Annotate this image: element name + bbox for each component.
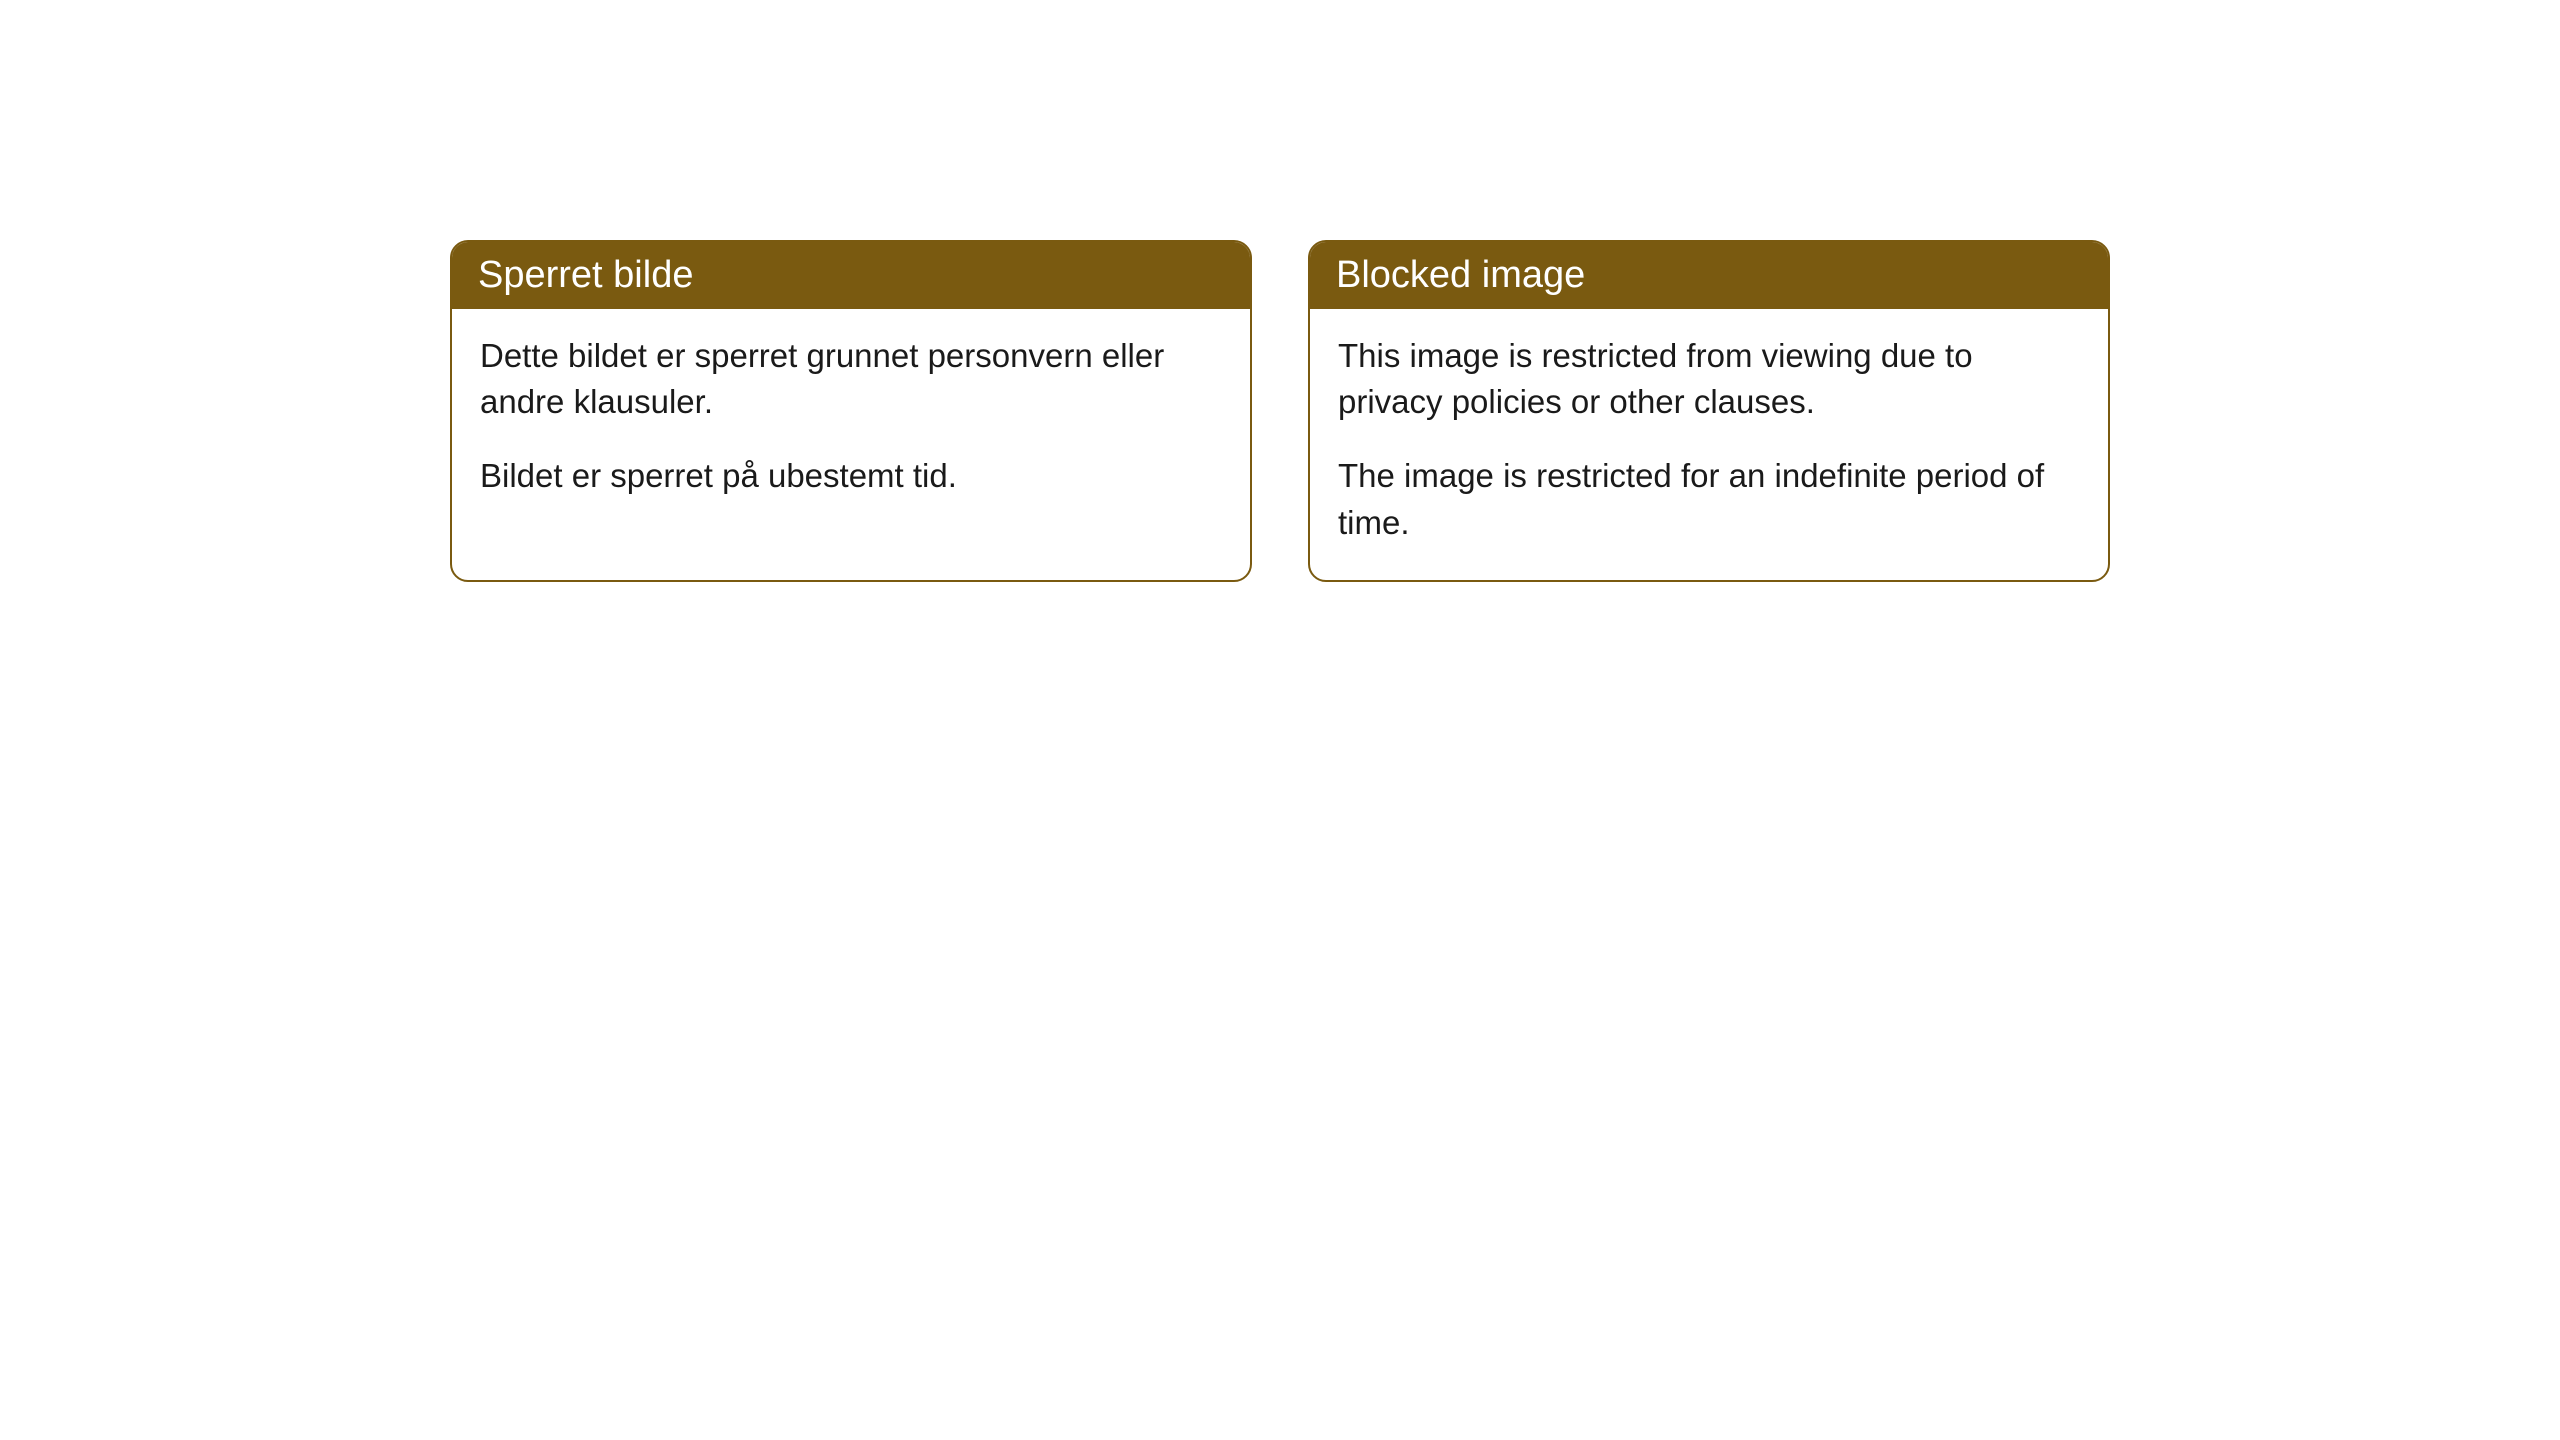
card-text: The image is restricted for an indefinit…	[1338, 453, 2080, 545]
card-header-norwegian: Sperret bilde	[452, 242, 1250, 309]
card-body-english: This image is restricted from viewing du…	[1310, 309, 2108, 580]
card-header-english: Blocked image	[1310, 242, 2108, 309]
card-text: This image is restricted from viewing du…	[1338, 333, 2080, 425]
card-body-norwegian: Dette bildet er sperret grunnet personve…	[452, 309, 1250, 534]
card-text: Dette bildet er sperret grunnet personve…	[480, 333, 1222, 425]
card-norwegian: Sperret bilde Dette bildet er sperret gr…	[450, 240, 1252, 582]
card-english: Blocked image This image is restricted f…	[1308, 240, 2110, 582]
cards-container: Sperret bilde Dette bildet er sperret gr…	[450, 240, 2560, 582]
card-text: Bildet er sperret på ubestemt tid.	[480, 453, 1222, 499]
